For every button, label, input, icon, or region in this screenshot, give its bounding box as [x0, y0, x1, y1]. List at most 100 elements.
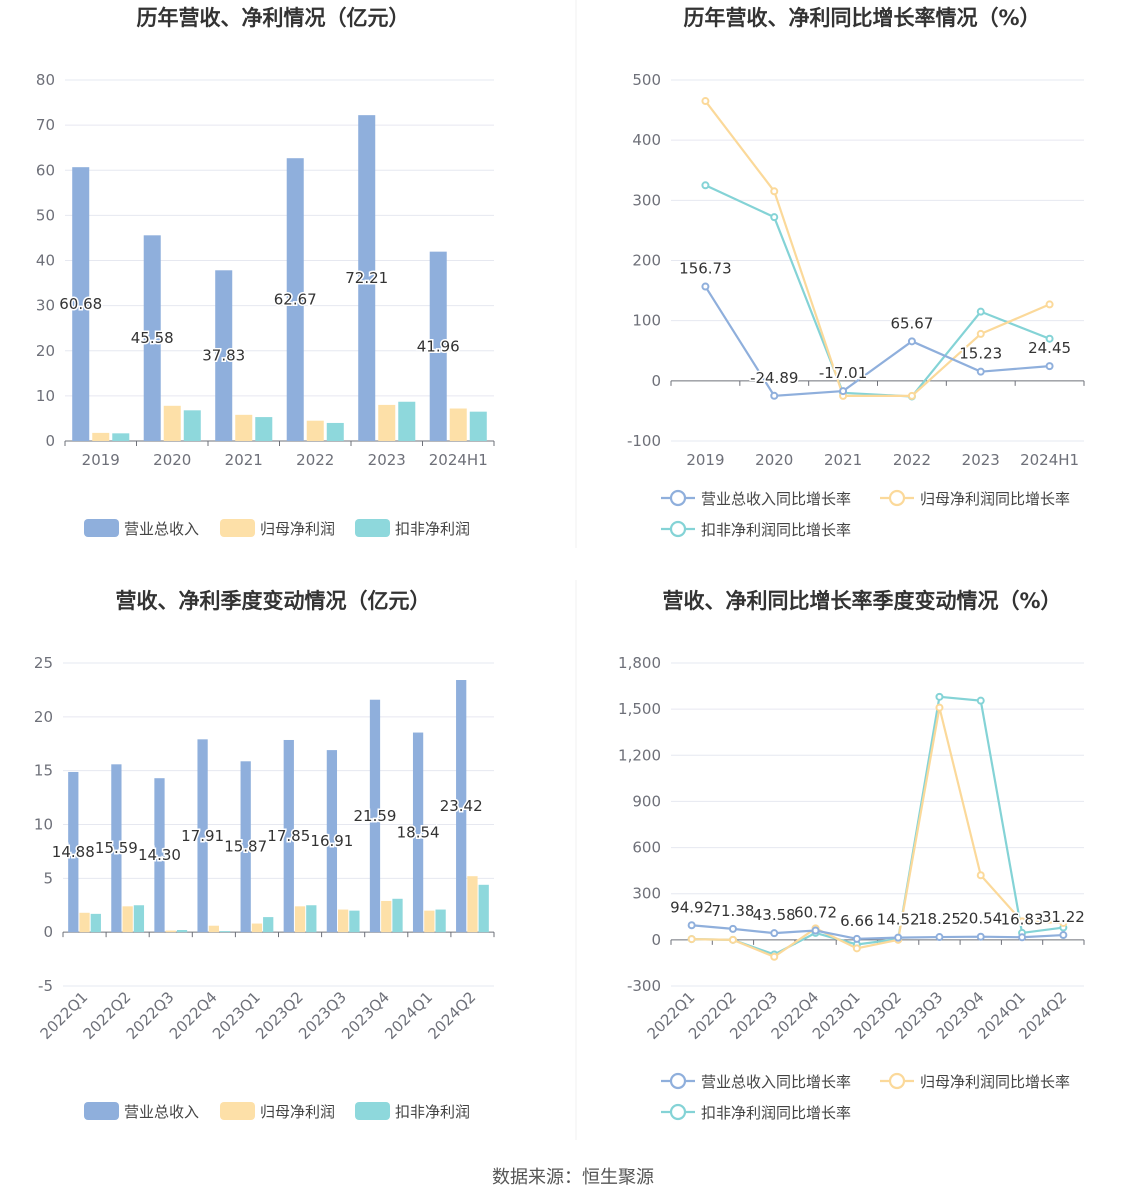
- data-label: 15.59: [95, 839, 138, 857]
- bar-3: [183, 410, 201, 441]
- y-tick-label: 25: [34, 654, 53, 672]
- y-tick-label: 30: [36, 297, 55, 315]
- y-tick-label: 0: [651, 931, 661, 949]
- bar-1: [283, 739, 294, 933]
- data-label: 14.52: [877, 911, 920, 929]
- y-tick-label: 60: [36, 161, 55, 179]
- x-tick-label: 2021: [225, 451, 263, 469]
- series-line-1: [691, 924, 1064, 940]
- series-point-2: [687, 935, 696, 944]
- chart-3: 营收、净利季度变动情况（亿元）-505101520252022Q12022Q22…: [34, 589, 495, 1121]
- legend-label: 归母净利润同比增长率: [920, 1073, 1070, 1091]
- series-point-1: [1045, 362, 1054, 371]
- series-point-1: [894, 933, 903, 942]
- legend-swatch: [355, 519, 390, 537]
- legend-label: 扣非净利润: [395, 520, 470, 538]
- data-label: 60.72: [794, 904, 837, 922]
- y-tick-label: 20: [34, 708, 53, 726]
- y-tick-label: -5: [38, 977, 53, 995]
- series-point-2: [770, 952, 779, 961]
- legend-label: 营业总收入同比增长率: [701, 490, 851, 508]
- y-tick-label: 300: [632, 885, 661, 903]
- series-point-1: [1059, 931, 1068, 940]
- chart-4: 营收、净利同比增长率季度变动情况（%） -300 0 300 600 900 1,200 1,…: [618, 589, 1086, 1122]
- bar-1: [143, 235, 161, 441]
- y-tick-label: 100: [632, 312, 661, 330]
- legend-label: 营业总收入: [124, 1103, 199, 1121]
- bar-2: [381, 900, 392, 933]
- data-label: -24.89: [750, 369, 798, 387]
- series-point-2: [728, 935, 737, 944]
- bar-2: [208, 925, 219, 933]
- bar-3: [90, 913, 101, 933]
- bar-1: [72, 167, 90, 441]
- legend-marker: [669, 1072, 687, 1090]
- bar-1: [412, 732, 424, 933]
- y-tick-label: 400: [632, 131, 661, 149]
- y-tick-label: 50: [36, 206, 55, 224]
- data-label: 60.68: [59, 295, 102, 313]
- data-label: 37.83: [202, 347, 245, 365]
- data-label: 43.58: [753, 906, 796, 924]
- bar-3: [176, 930, 188, 933]
- source-caption: 数据来源：恒生聚源: [492, 1167, 654, 1188]
- legend-label: 归母净利润: [260, 1103, 335, 1121]
- bar-3: [306, 905, 317, 933]
- y-tick-label: 70: [36, 116, 55, 134]
- series-point-2: [976, 329, 985, 338]
- bar-3: [349, 910, 360, 933]
- legend-label: 归母净利润同比增长率: [920, 490, 1070, 508]
- series-point-1: [907, 337, 916, 346]
- data-label: 18.25: [918, 910, 961, 928]
- chart-title: 历年营收、净利情况（亿元）: [137, 6, 410, 30]
- y-tick-label: 0: [45, 432, 55, 450]
- series-point-2: [1018, 917, 1027, 926]
- legend-swatch: [355, 1102, 390, 1120]
- legend-label: 营业总收入同比增长率: [701, 1073, 851, 1091]
- y-tick-label: 1,200: [618, 746, 661, 764]
- data-label: 14.30: [138, 846, 181, 864]
- bar-3: [398, 401, 416, 441]
- bar-2: [294, 906, 306, 933]
- x-tick-label: 2020: [153, 451, 191, 469]
- bar-1: [111, 764, 122, 933]
- bar-3: [392, 898, 403, 933]
- data-label: 71.38: [711, 902, 754, 920]
- series-point-3: [770, 213, 779, 222]
- bar-3: [112, 433, 130, 441]
- data-label: 41.96: [417, 337, 460, 355]
- data-label: 20.54: [959, 910, 1002, 928]
- bar-1: [429, 251, 447, 441]
- legend-marker: [669, 1103, 687, 1121]
- x-tick-label: 2021: [824, 451, 862, 469]
- y-tick-label: 0: [43, 923, 53, 941]
- bar-3: [469, 411, 487, 441]
- y-tick-label: -100: [627, 432, 661, 450]
- x-tick-label: 2020: [755, 451, 793, 469]
- chart-title: 营收、净利同比增长率季度变动情况（%）: [662, 589, 1061, 613]
- bar-3: [478, 884, 489, 933]
- data-label: 45.58: [131, 329, 174, 347]
- y-tick-label: 0: [651, 372, 661, 390]
- bar-3: [263, 917, 274, 933]
- data-label: 17.91: [181, 827, 224, 845]
- series-line-1: [704, 285, 1050, 397]
- bar-1: [197, 739, 208, 933]
- x-tick-label: 2024H1: [1020, 451, 1079, 469]
- series-point-3: [976, 696, 985, 705]
- y-tick-label: 80: [36, 71, 55, 89]
- bar-2: [165, 930, 176, 933]
- y-tick-label: 600: [632, 839, 661, 857]
- legend-label: 营业总收入: [124, 520, 199, 538]
- series-point-1: [770, 391, 779, 400]
- x-tick-label: 2022: [893, 451, 931, 469]
- x-tick-label: 2024Q2: [424, 988, 479, 1043]
- y-tick-label: 1,500: [618, 700, 661, 718]
- series-point-1: [1018, 933, 1027, 942]
- legend-label: 扣非净利润同比增长率: [701, 521, 851, 539]
- chart-title: 营收、净利季度变动情况（亿元）: [116, 589, 431, 613]
- data-label: 16.83: [1001, 910, 1044, 928]
- series-point-1: [770, 929, 779, 938]
- bar-1: [215, 270, 233, 441]
